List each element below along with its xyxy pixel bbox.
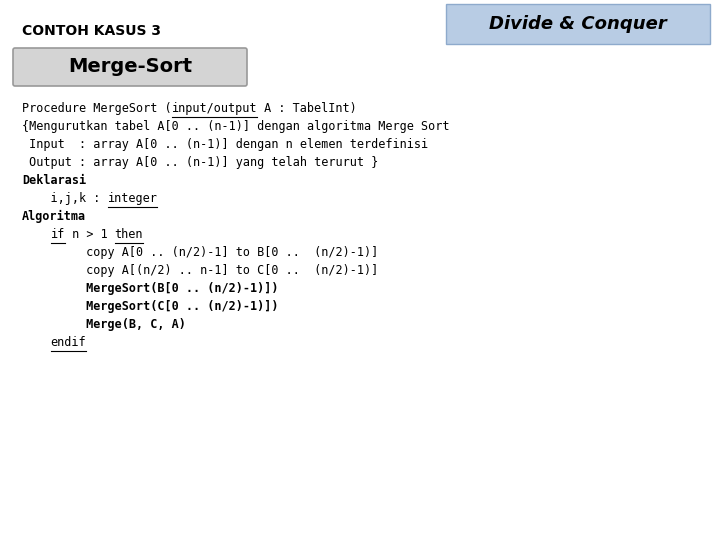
Text: {Mengurutkan tabel A[0 .. (n-1)] dengan algoritma Merge Sort: {Mengurutkan tabel A[0 .. (n-1)] dengan …: [22, 120, 449, 133]
Text: then: then: [114, 228, 143, 241]
Text: n > 1: n > 1: [65, 228, 114, 241]
FancyBboxPatch shape: [446, 4, 710, 44]
Text: MergeSort(C[0 .. (n/2)-1)]): MergeSort(C[0 .. (n/2)-1)]): [22, 300, 279, 313]
Text: copy A[(n/2) .. n-1] to C[0 ..  (n/2)-1)]: copy A[(n/2) .. n-1] to C[0 .. (n/2)-1)]: [22, 264, 378, 277]
Text: CONTOH KASUS 3: CONTOH KASUS 3: [22, 24, 161, 38]
Text: Merge-Sort: Merge-Sort: [68, 57, 192, 77]
Text: integer: integer: [107, 192, 158, 205]
Text: endif: endif: [50, 336, 86, 349]
Text: Procedure MergeSort (: Procedure MergeSort (: [22, 102, 171, 115]
Text: Algoritma: Algoritma: [22, 210, 86, 223]
Text: Input  : array A[0 .. (n-1)] dengan n elemen terdefinisi: Input : array A[0 .. (n-1)] dengan n ele…: [22, 138, 428, 151]
Text: input/output: input/output: [171, 102, 257, 115]
Text: Deklarasi: Deklarasi: [22, 174, 86, 187]
Text: i,j,k :: i,j,k :: [22, 192, 107, 205]
Text: Merge(B, C, A): Merge(B, C, A): [22, 318, 186, 331]
FancyBboxPatch shape: [13, 48, 247, 86]
Text: MergeSort(B[0 .. (n/2)-1)]): MergeSort(B[0 .. (n/2)-1)]): [22, 282, 279, 295]
Text: copy A[0 .. (n/2)-1] to B[0 ..  (n/2)-1)]: copy A[0 .. (n/2)-1] to B[0 .. (n/2)-1)]: [22, 246, 378, 259]
Text: Output : array A[0 .. (n-1)] yang telah terurut }: Output : array A[0 .. (n-1)] yang telah …: [22, 156, 378, 169]
Text: Divide & Conquer: Divide & Conquer: [489, 15, 667, 33]
Text: if: if: [50, 228, 65, 241]
Text: A : TabelInt): A : TabelInt): [257, 102, 357, 115]
